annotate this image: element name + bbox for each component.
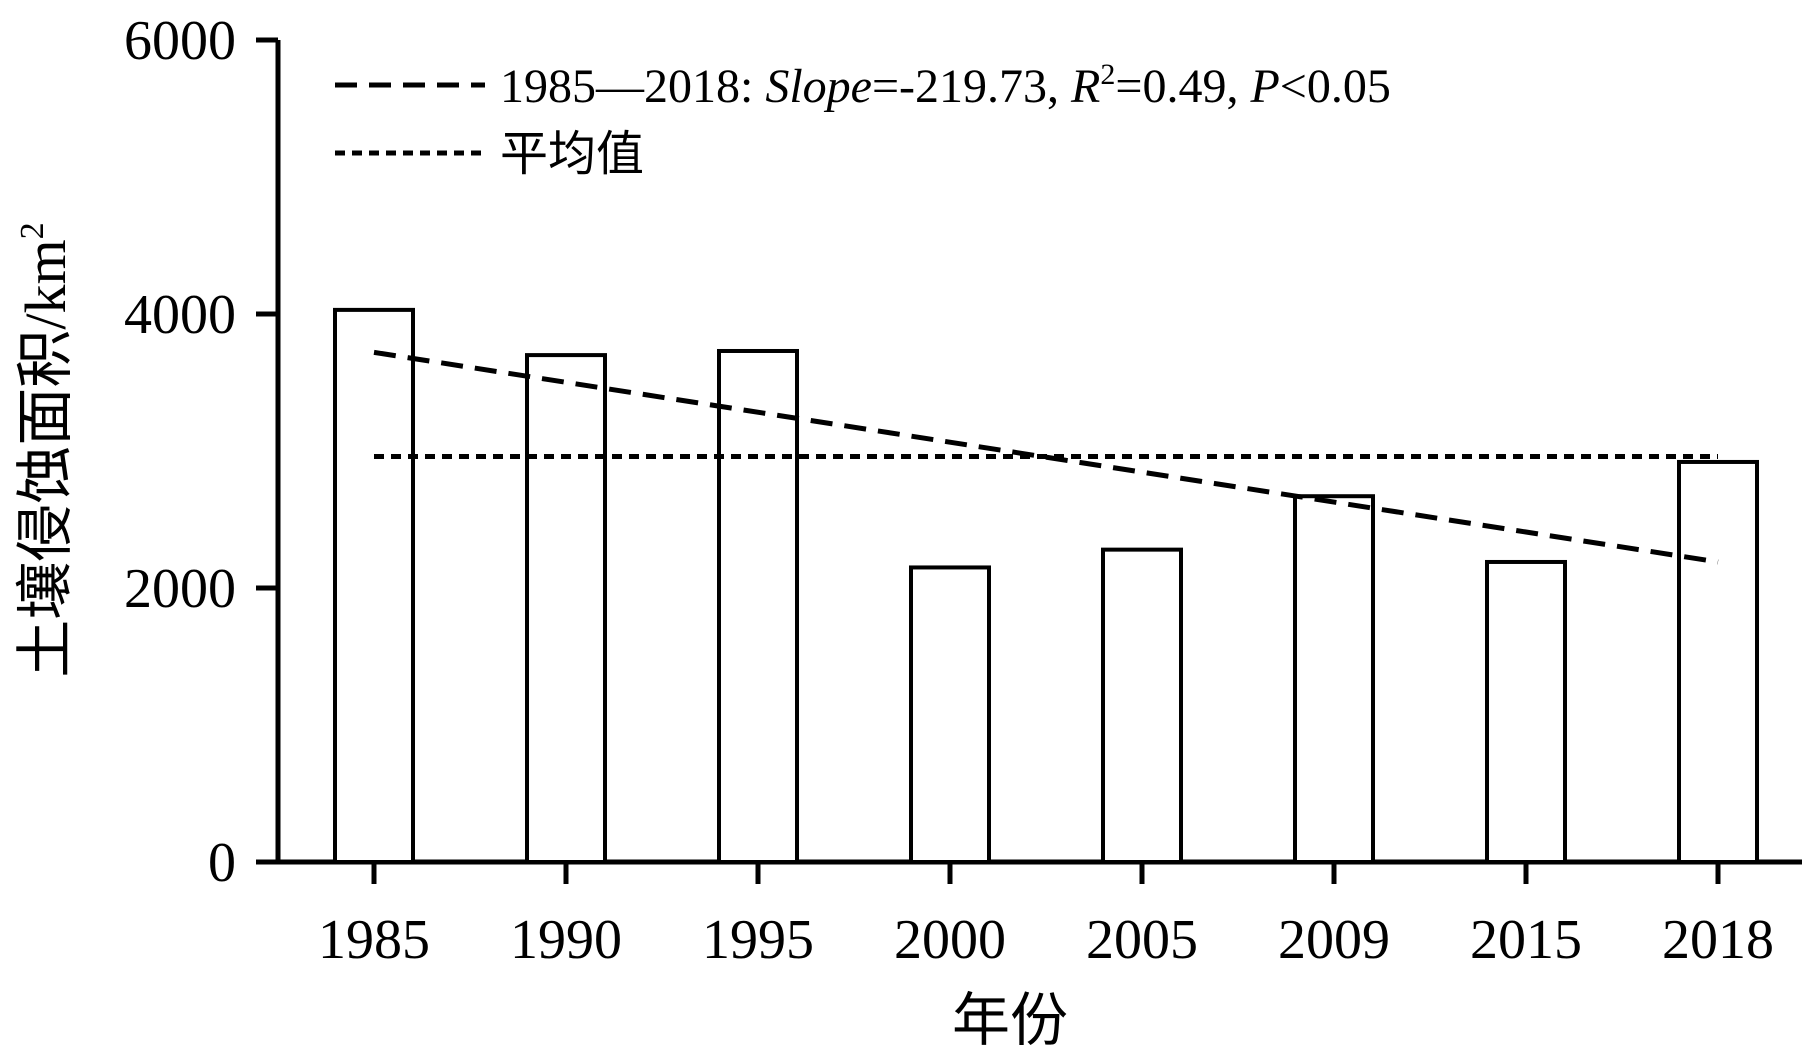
y-tick-label: 2000 xyxy=(124,558,236,620)
x-tick-label: 2000 xyxy=(894,909,1006,971)
x-axis-title: 年份 xyxy=(952,988,1068,1053)
x-tick-label: 1990 xyxy=(510,909,622,971)
x-tick-label: 2005 xyxy=(1086,909,1198,971)
legend-mean-label: 平均值 xyxy=(500,128,644,181)
bar-2000 xyxy=(909,565,991,864)
x-tick-label: 1995 xyxy=(702,909,814,971)
y-axis-title: 土壤侵蚀面积/km2 xyxy=(13,222,78,677)
bar-1995 xyxy=(717,348,799,864)
bar-1990 xyxy=(525,353,607,864)
trend-line-group xyxy=(373,349,1719,565)
y-tick-label: 6000 xyxy=(124,10,236,72)
trend-line xyxy=(373,349,1719,565)
x-tick-label: 2015 xyxy=(1470,909,1582,971)
x-tick-label: 2018 xyxy=(1662,909,1774,971)
y-tick-label: 0 xyxy=(208,832,236,894)
bars xyxy=(333,307,1759,864)
bar-2018 xyxy=(1677,459,1759,864)
x-tick-label: 2009 xyxy=(1278,909,1390,971)
y-ticks: 0 2000 4000 6000 xyxy=(124,10,278,894)
x-ticks: 1985 1990 1995 2000 2005 2009 2015 2018 xyxy=(318,862,1774,971)
x-tick-label: 1985 xyxy=(318,909,430,971)
bar-2015 xyxy=(1485,559,1567,864)
bar-1985 xyxy=(333,307,415,864)
legend: 1985—2018: Slope=-219.73, R2=0.49, P<0.0… xyxy=(335,58,1391,181)
legend-trend-label: 1985—2018: Slope=-219.73, R2=0.49, P<0.0… xyxy=(500,58,1391,113)
y-tick-label: 4000 xyxy=(124,284,236,346)
bar-2009 xyxy=(1293,494,1375,864)
bar-2005 xyxy=(1101,547,1183,864)
